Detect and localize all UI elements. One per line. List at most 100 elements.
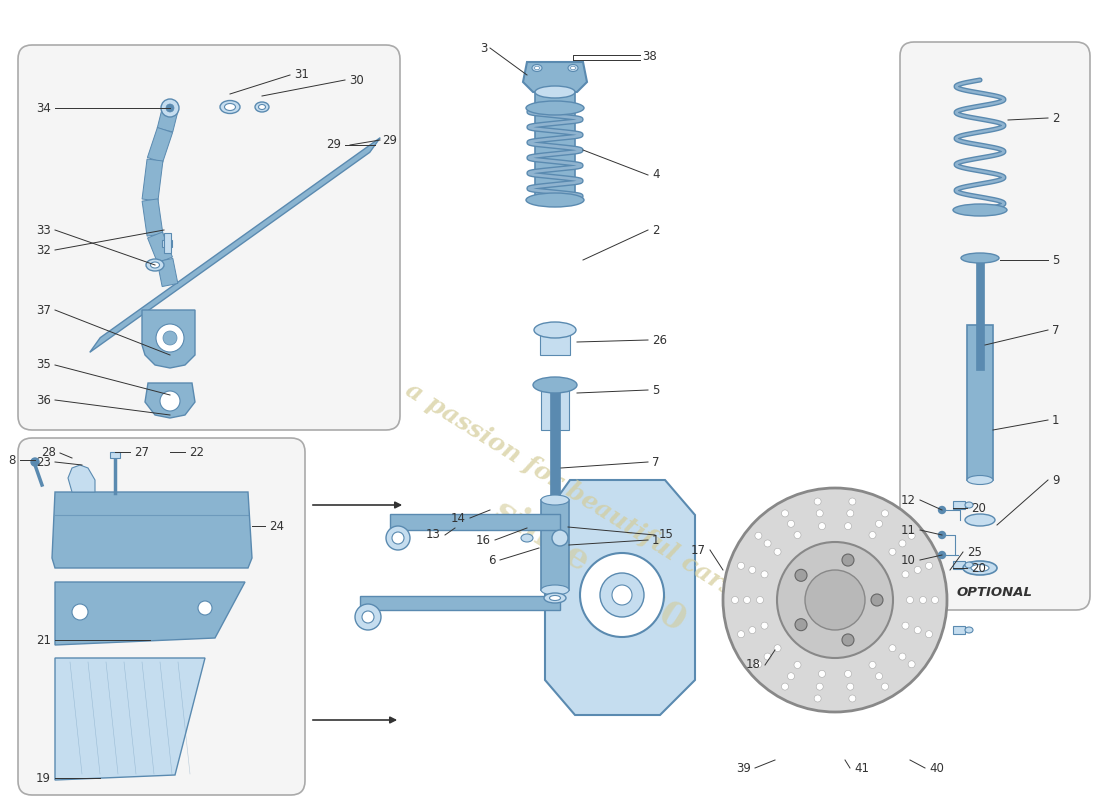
Ellipse shape [965,502,974,508]
Text: 29: 29 [382,134,397,146]
Circle shape [816,683,823,690]
Bar [162,240,172,247]
Circle shape [788,673,794,680]
Circle shape [938,531,946,538]
Text: since 1980: since 1980 [488,493,692,638]
Circle shape [355,604,381,630]
Polygon shape [55,658,205,780]
Text: 24: 24 [270,519,284,533]
Circle shape [600,573,643,617]
Circle shape [876,520,882,527]
Text: 1: 1 [652,534,660,546]
Text: 1: 1 [1052,414,1059,426]
Polygon shape [147,232,173,263]
Bar [953,561,965,569]
Ellipse shape [541,585,569,595]
Circle shape [805,570,865,630]
Circle shape [869,531,876,538]
Circle shape [909,661,915,668]
Ellipse shape [534,322,576,338]
Bar [390,514,560,530]
Circle shape [925,562,933,570]
Text: 4: 4 [652,169,660,182]
Circle shape [781,683,789,690]
Circle shape [849,695,856,702]
Circle shape [755,661,762,668]
Text: 9: 9 [1052,474,1059,486]
Circle shape [160,391,180,411]
Ellipse shape [220,101,240,114]
Text: 12: 12 [901,494,916,506]
Circle shape [869,662,876,669]
Circle shape [166,104,174,112]
Polygon shape [157,258,178,286]
Bar [360,596,560,610]
Text: 40: 40 [930,762,944,774]
Circle shape [612,585,632,605]
Text: 27: 27 [134,446,148,458]
Text: 37: 37 [36,303,51,317]
Ellipse shape [521,534,534,542]
Circle shape [198,601,212,615]
Text: 13: 13 [426,529,441,542]
Text: 21: 21 [36,634,51,646]
Circle shape [749,566,756,574]
Ellipse shape [532,65,542,71]
Ellipse shape [535,86,575,98]
Bar [967,325,993,480]
Text: 38: 38 [642,50,657,63]
Text: 5: 5 [1052,254,1059,266]
Circle shape [764,540,771,547]
Circle shape [906,597,913,603]
Circle shape [818,670,825,678]
Bar [535,90,575,200]
Ellipse shape [146,259,164,271]
Text: 25: 25 [967,546,982,558]
Ellipse shape [953,204,1007,216]
Circle shape [938,551,946,558]
Bar [976,258,984,370]
Circle shape [156,324,184,352]
Circle shape [732,597,738,603]
FancyBboxPatch shape [18,438,305,795]
Circle shape [755,532,762,539]
Circle shape [163,331,177,345]
Bar [550,385,560,500]
Circle shape [932,597,938,603]
Circle shape [902,571,909,578]
Text: 33: 33 [36,223,51,237]
Text: 17: 17 [691,543,706,557]
Circle shape [161,99,179,117]
Bar [541,385,569,430]
Text: 41: 41 [854,762,869,774]
Text: 20: 20 [971,502,986,514]
Ellipse shape [535,66,539,70]
Ellipse shape [962,561,997,575]
Text: 29: 29 [326,138,341,151]
Circle shape [72,604,88,620]
Circle shape [889,645,896,652]
Ellipse shape [571,66,575,70]
Text: 16: 16 [476,534,491,546]
Text: 15: 15 [659,529,674,542]
Text: 39: 39 [736,762,751,774]
Ellipse shape [967,475,993,485]
Text: 20: 20 [971,562,986,574]
Polygon shape [52,492,252,568]
Circle shape [814,498,821,505]
Text: OPTIONAL: OPTIONAL [957,586,1033,598]
Circle shape [902,622,909,629]
Ellipse shape [535,194,575,206]
Circle shape [845,522,851,530]
Text: 23: 23 [36,455,51,469]
Polygon shape [55,582,245,645]
Bar [953,626,965,634]
Text: 31: 31 [294,69,309,82]
Circle shape [925,630,933,638]
Circle shape [842,634,854,646]
Text: 10: 10 [901,554,916,566]
Circle shape [814,695,821,702]
Circle shape [899,540,906,547]
Text: 32: 32 [36,243,51,257]
Circle shape [774,645,781,652]
